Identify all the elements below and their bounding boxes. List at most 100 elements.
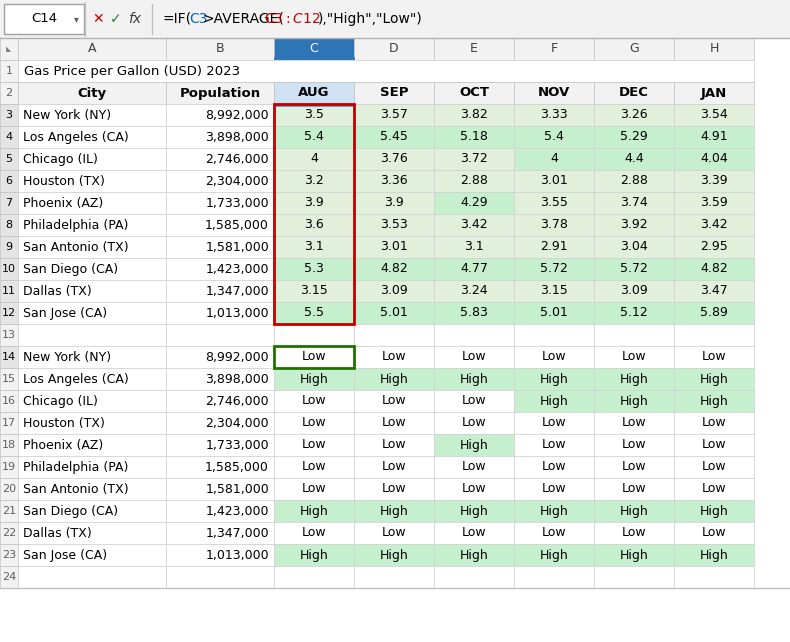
Bar [0,280,18,302]
Text: Low: Low [542,351,566,363]
Bar [18,522,166,544]
Text: Low: Low [542,526,566,539]
Text: 13: 13 [2,330,16,340]
Text: Philadelphia (PA): Philadelphia (PA) [23,460,128,474]
Bar [594,126,674,148]
Bar [274,368,354,390]
Text: 3.24: 3.24 [461,284,487,297]
Bar [274,38,354,60]
Text: 5.4: 5.4 [304,130,324,144]
Bar [674,104,754,126]
Bar [18,60,754,82]
Bar [594,82,674,104]
Text: 1,733,000: 1,733,000 [205,196,269,209]
Text: 3,898,000: 3,898,000 [205,372,269,385]
Text: ✓: ✓ [110,12,122,26]
Bar [434,478,514,500]
Bar [674,214,754,236]
Bar [0,0,790,38]
Bar [274,280,354,302]
Text: 3.33: 3.33 [540,108,568,121]
Bar [354,522,434,544]
Bar [166,522,274,544]
Text: 2,304,000: 2,304,000 [205,175,269,187]
Bar [274,170,354,192]
Bar [674,566,754,588]
Text: High: High [299,548,329,562]
Bar [166,434,274,456]
Bar [18,104,166,126]
Text: 3.04: 3.04 [620,241,648,254]
Text: 9: 9 [6,242,13,252]
Bar [274,346,354,368]
Bar [18,346,166,368]
Bar [354,390,434,412]
Bar [674,192,754,214]
Bar [514,170,594,192]
Bar [354,566,434,588]
Bar [274,390,354,412]
Bar [274,324,354,346]
Text: B: B [216,42,224,55]
Text: 8: 8 [6,220,13,230]
Bar [354,434,434,456]
Text: 5: 5 [6,154,13,164]
Bar [594,368,674,390]
Text: >AVERAGE(: >AVERAGE( [203,12,284,26]
Bar [514,522,594,544]
Text: ✕: ✕ [92,12,103,26]
Bar [514,126,594,148]
Bar [674,82,754,104]
Bar [594,390,674,412]
Bar [594,500,674,522]
Bar [354,214,434,236]
Text: High: High [619,394,649,408]
Bar [674,302,754,324]
Bar [4,4,84,34]
Text: 5.18: 5.18 [460,130,488,144]
Text: OCT: OCT [459,87,489,100]
Text: NOV: NOV [538,87,570,100]
Bar [434,412,514,434]
Bar [166,324,274,346]
Text: 3.26: 3.26 [620,108,648,121]
Bar [0,412,18,434]
Text: High: High [460,372,488,385]
Text: 4: 4 [6,132,13,142]
Text: C14: C14 [31,12,57,26]
Bar [0,566,18,588]
Text: Low: Low [622,460,646,474]
Bar [434,346,514,368]
Bar [166,280,274,302]
Text: Low: Low [461,417,487,429]
Text: Low: Low [382,460,406,474]
Text: Low: Low [542,460,566,474]
Bar [514,192,594,214]
Bar [594,236,674,258]
Bar [674,478,754,500]
Text: High: High [460,548,488,562]
Text: Low: Low [461,394,487,408]
Bar [354,192,434,214]
Bar [354,324,434,346]
Text: 3.01: 3.01 [380,241,408,254]
Text: C: C [310,42,318,55]
Bar [434,170,514,192]
Bar [434,324,514,346]
Bar [0,126,18,148]
Bar [166,346,274,368]
Bar [514,104,594,126]
Text: High: High [380,548,408,562]
Text: H: H [709,42,719,55]
Bar [18,434,166,456]
Text: Low: Low [702,417,726,429]
Text: Low: Low [302,483,326,496]
Text: 5.45: 5.45 [380,130,408,144]
Text: Houston (TX): Houston (TX) [23,175,105,187]
Text: 20: 20 [2,484,16,494]
Bar [18,38,166,60]
Bar [18,280,166,302]
Bar [0,214,18,236]
Bar [674,390,754,412]
Text: G: G [629,42,639,55]
